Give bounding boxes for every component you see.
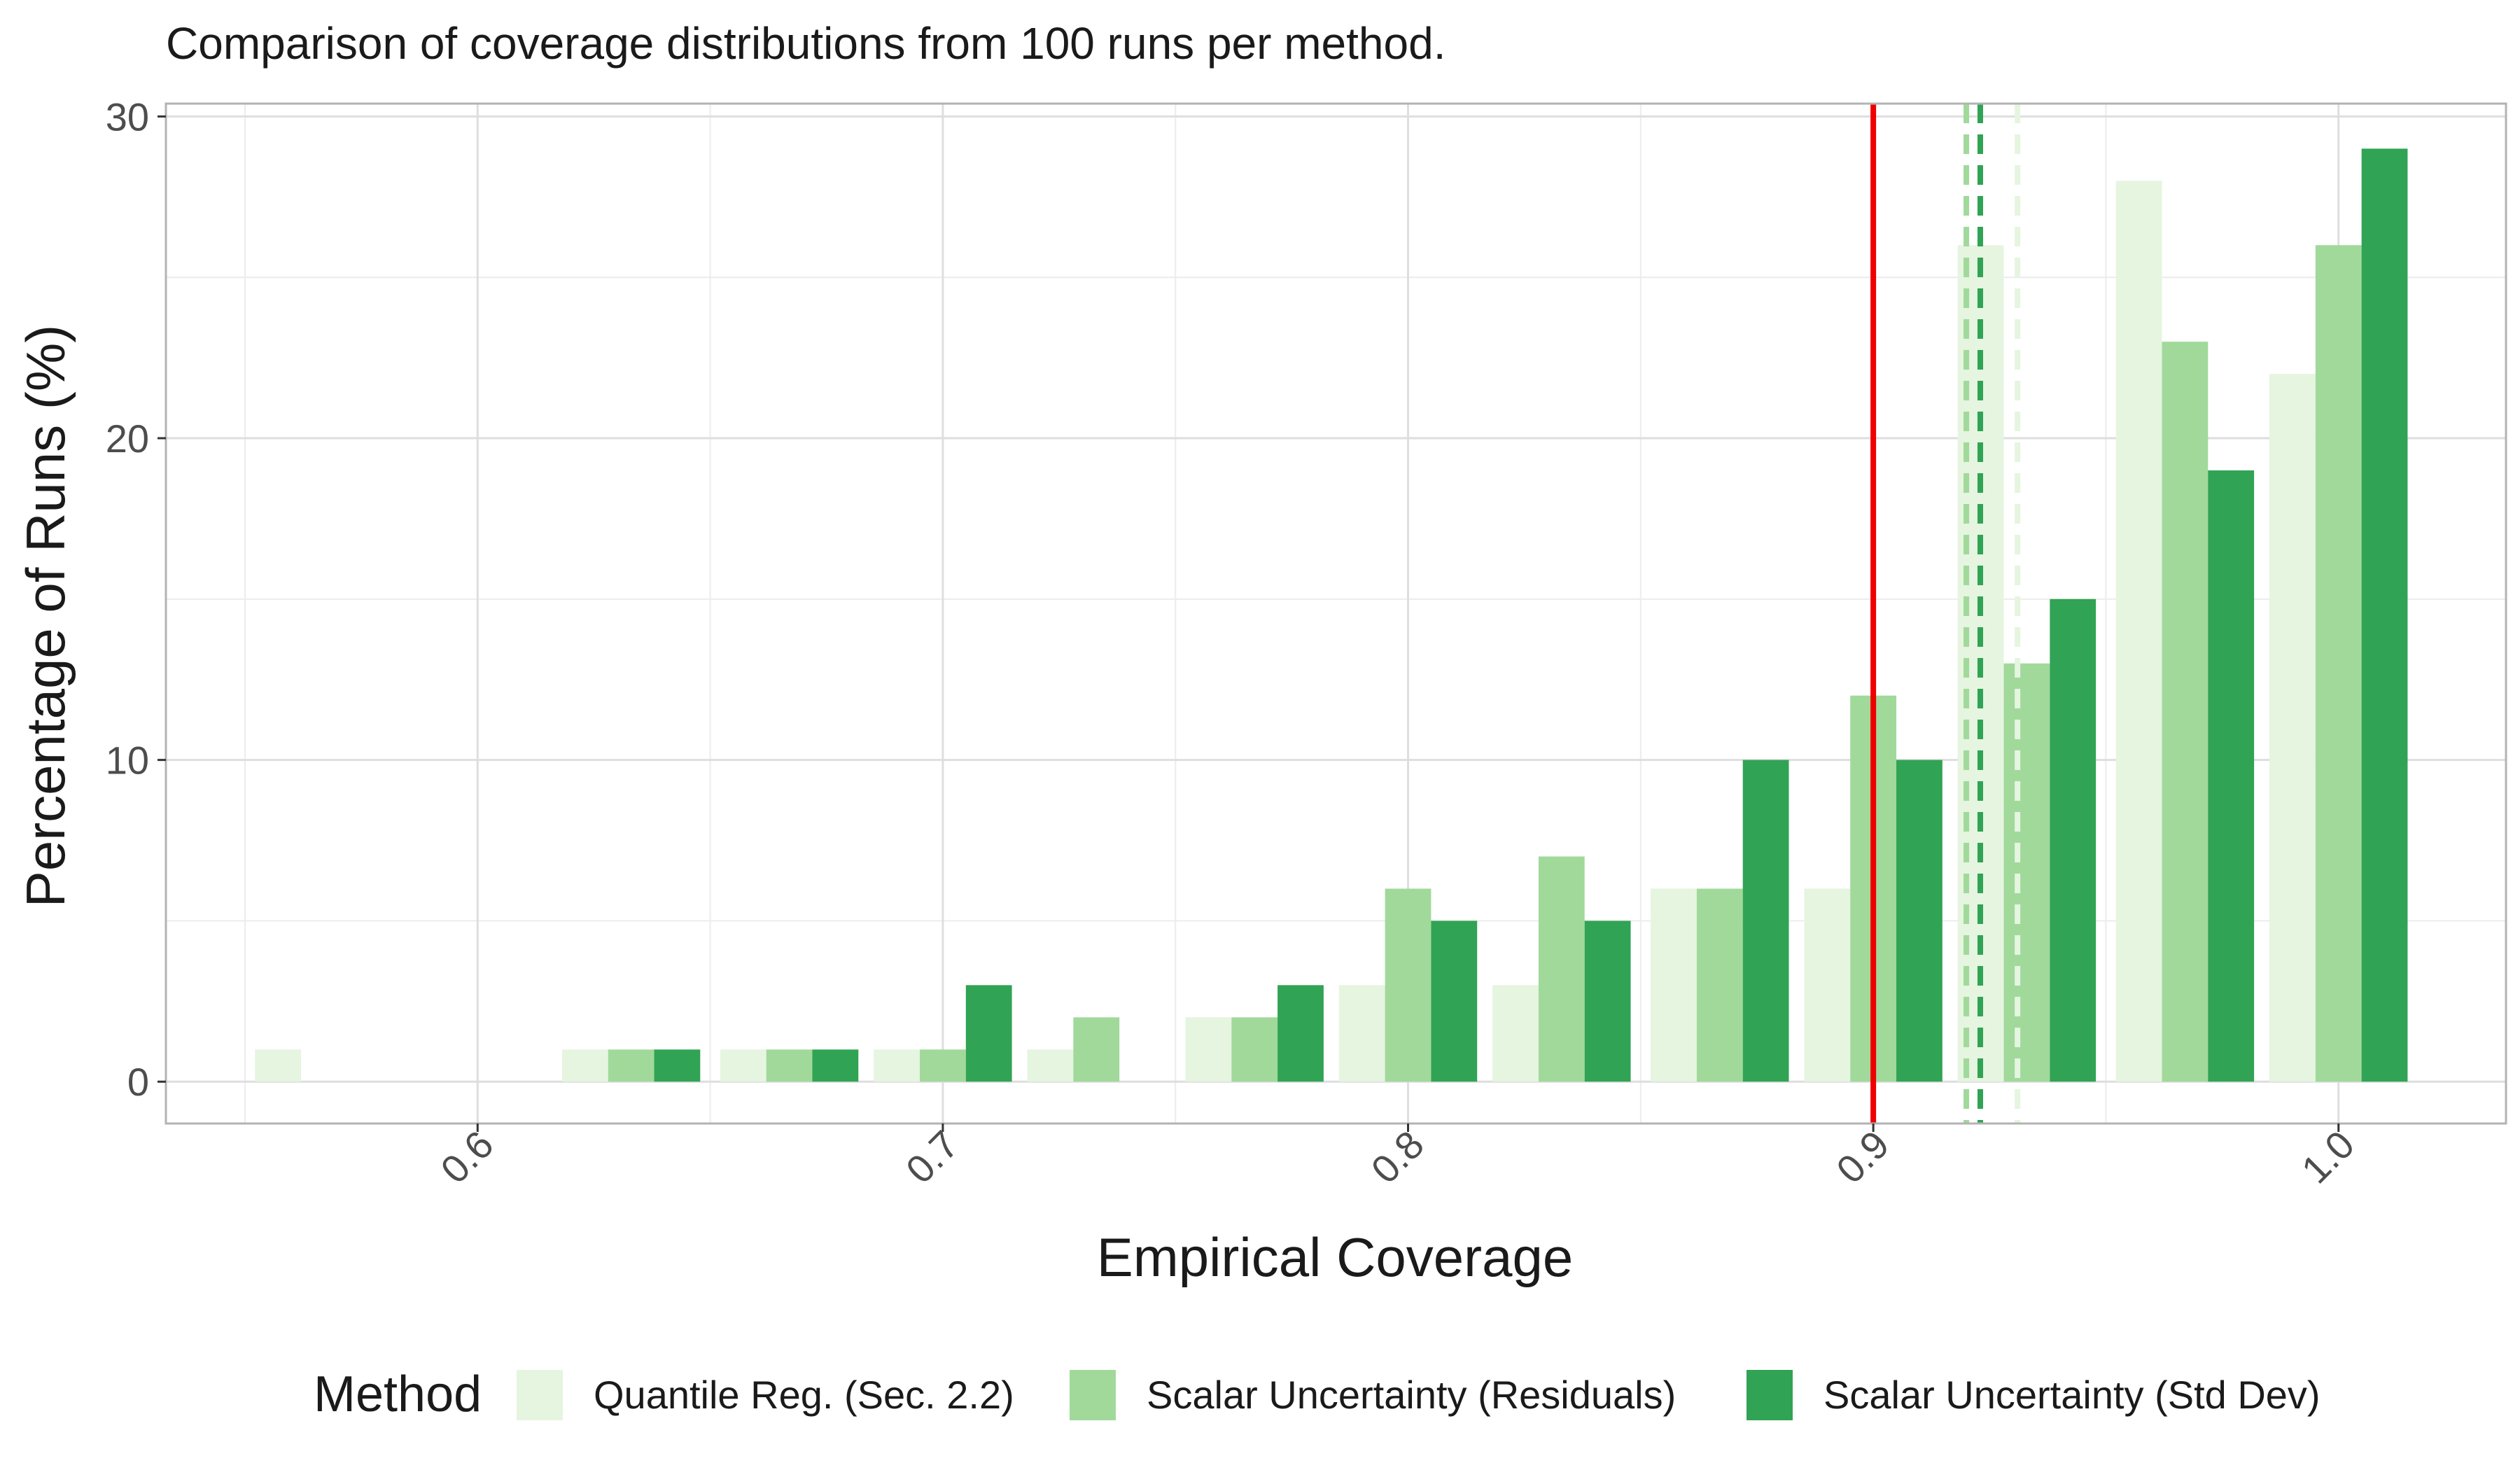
bar bbox=[2315, 245, 2362, 1082]
bar bbox=[720, 1049, 766, 1082]
legend-key bbox=[517, 1370, 563, 1420]
bar bbox=[2208, 470, 2255, 1082]
bar bbox=[2361, 148, 2408, 1082]
panel-border bbox=[164, 102, 2507, 1125]
x-tick-label: 0.7 bbox=[897, 1122, 967, 1192]
bar bbox=[2003, 663, 2050, 1082]
reference-lines bbox=[1870, 104, 2021, 1124]
y-tick-label: 10 bbox=[106, 738, 149, 783]
bar bbox=[1027, 1049, 1074, 1082]
chart-title: Comparison of coverage distributions fro… bbox=[166, 18, 1446, 69]
bar bbox=[1492, 985, 1539, 1082]
bar bbox=[1538, 856, 1585, 1082]
bar bbox=[2269, 374, 2316, 1082]
bar bbox=[1696, 888, 1743, 1082]
x-tick-label: 0.6 bbox=[432, 1122, 502, 1192]
y-tick-label: 0 bbox=[127, 1060, 149, 1104]
bar bbox=[1231, 1017, 1278, 1082]
bar bbox=[1742, 760, 1789, 1082]
bar bbox=[1338, 985, 1385, 1082]
bar bbox=[654, 1049, 701, 1082]
bar bbox=[920, 1049, 966, 1082]
bar bbox=[1278, 985, 1324, 1082]
x-axis-title: Empirical Coverage bbox=[1097, 1226, 1574, 1288]
x-tick-label: 0.8 bbox=[1362, 1122, 1432, 1192]
bar bbox=[1804, 888, 1851, 1082]
bar bbox=[1896, 760, 1942, 1082]
x-tick-label: 1.0 bbox=[2293, 1122, 2363, 1192]
bar bbox=[1431, 920, 1478, 1082]
bar bbox=[2115, 181, 2162, 1082]
bar bbox=[2162, 342, 2208, 1082]
bar bbox=[608, 1049, 654, 1082]
bars bbox=[255, 148, 2408, 1082]
bar bbox=[1185, 1017, 1232, 1082]
legend-title: Method bbox=[314, 1366, 482, 1422]
bar bbox=[561, 1049, 608, 1082]
legend-label: Quantile Reg. (Sec. 2.2) bbox=[594, 1373, 1014, 1417]
bar bbox=[2050, 598, 2096, 1082]
bar bbox=[1073, 1017, 1120, 1082]
y-axis-title: Percentage of Runs (%) bbox=[15, 325, 76, 907]
bar bbox=[874, 1049, 920, 1082]
legend-label: Scalar Uncertainty (Std Dev) bbox=[1823, 1373, 2320, 1417]
legend-key bbox=[1746, 1370, 1793, 1420]
bar bbox=[766, 1049, 813, 1082]
bar bbox=[965, 985, 1012, 1082]
x-tick-label: 0.9 bbox=[1828, 1122, 1898, 1192]
bar bbox=[1584, 920, 1631, 1082]
legend: Method Quantile Reg. (Sec. 2.2) Scalar Un… bbox=[314, 1366, 2320, 1422]
legend-label: Scalar Uncertainty (Residuals) bbox=[1147, 1373, 1676, 1417]
legend-key bbox=[1070, 1370, 1116, 1420]
y-tick-label: 20 bbox=[106, 416, 149, 461]
bar bbox=[255, 1049, 302, 1082]
bar bbox=[1385, 888, 1432, 1082]
y-tick-label: 30 bbox=[106, 94, 149, 139]
bar bbox=[1651, 888, 1697, 1082]
bar bbox=[812, 1049, 859, 1082]
